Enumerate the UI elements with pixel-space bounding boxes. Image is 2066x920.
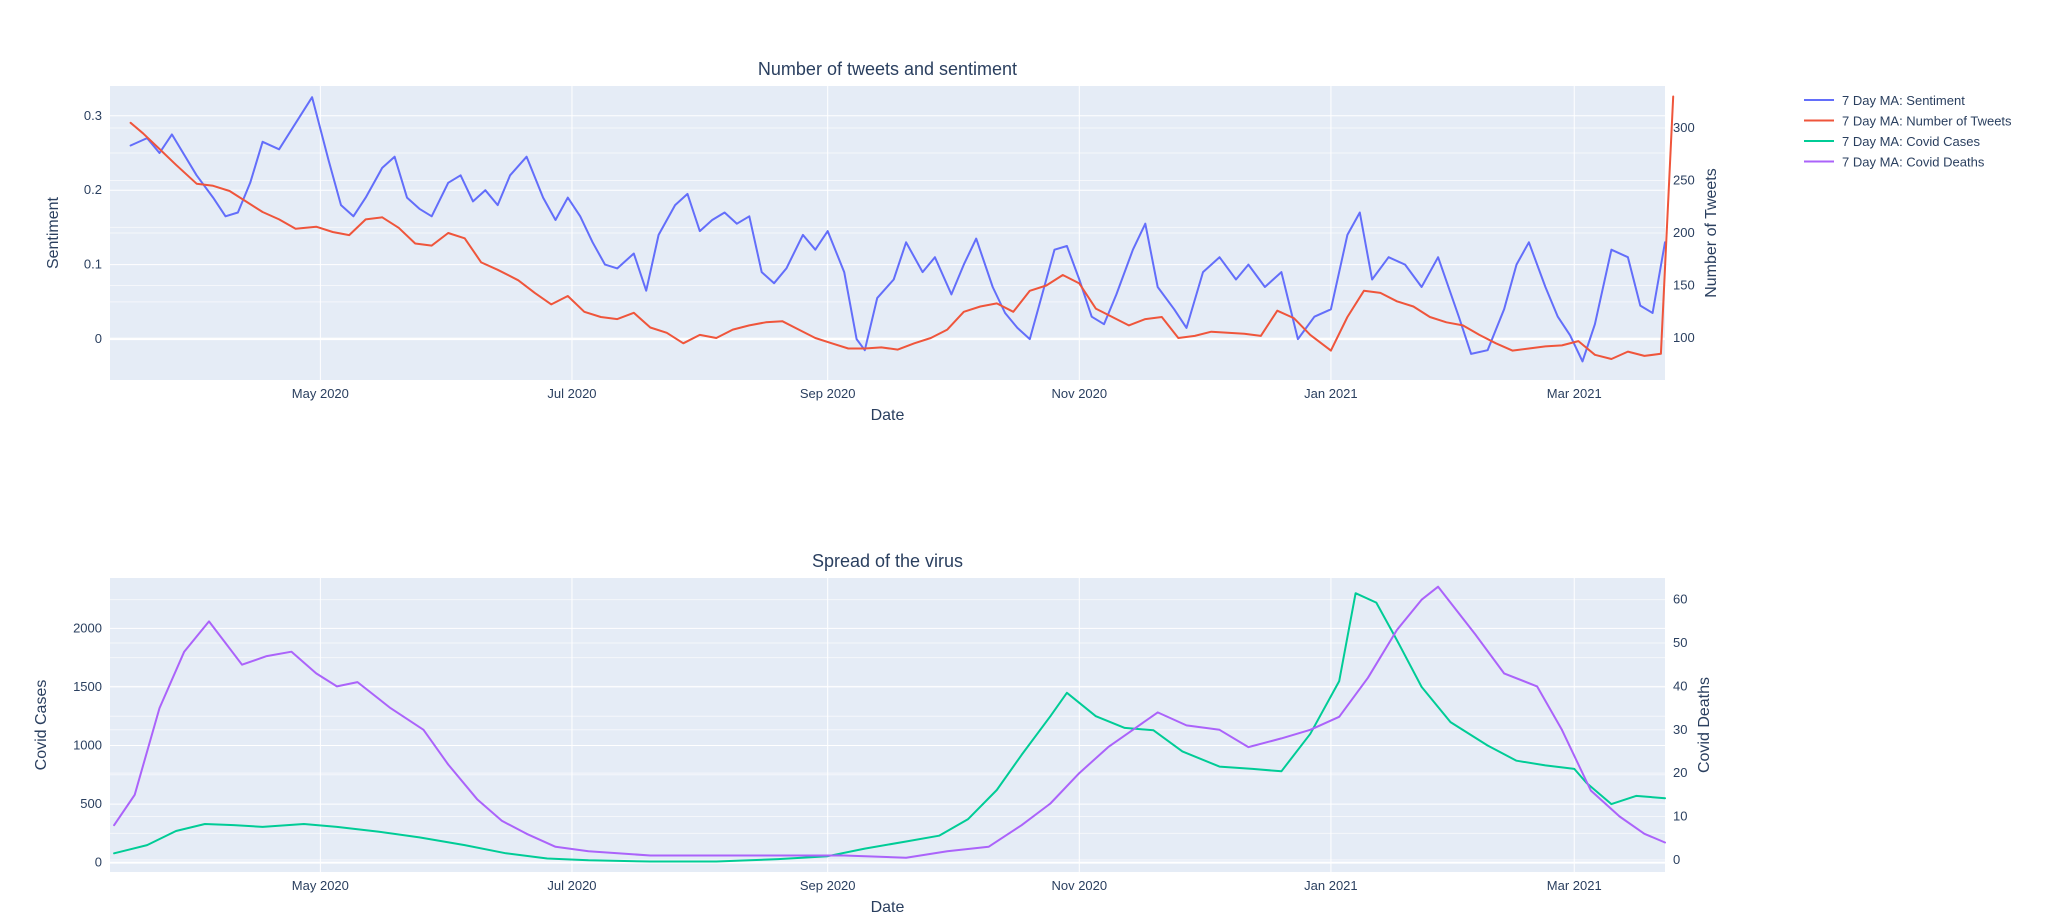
legend-item[interactable]: 7 Day MA: Covid Cases	[1804, 134, 1980, 149]
y2-tick-label: 150	[1673, 278, 1695, 293]
legend-label: 7 Day MA: Covid Deaths	[1842, 155, 1985, 170]
y2-axis-title: Covid Deaths	[1696, 677, 1713, 773]
x-tick-label: Jul 2020	[547, 386, 596, 401]
y-axis-title: Covid Cases	[33, 680, 50, 771]
x-tick-label: Mar 2021	[1547, 878, 1602, 893]
y2-tick-label: 100	[1673, 330, 1695, 345]
y-tick-label: 0	[95, 331, 102, 346]
x-tick-label: Nov 2020	[1051, 878, 1107, 893]
y2-tick-label: 30	[1673, 722, 1687, 737]
series-line-0-1[interactable]	[129, 95, 1675, 360]
legend-label: 7 Day MA: Covid Cases	[1842, 134, 1980, 149]
x-axis-title: Date	[871, 407, 905, 424]
chart-title: Spread of the virus	[812, 551, 963, 571]
y-tick-label: 1000	[73, 737, 102, 752]
legend[interactable]: 7 Day MA: Sentiment 7 Day MA: Number of T…	[1804, 93, 2012, 170]
chart-title: Number of tweets and sentiment	[758, 59, 1017, 79]
x-tick-label: Mar 2021	[1547, 386, 1602, 401]
series-line-0-0[interactable]	[129, 96, 1666, 363]
y-tick-label: 0.2	[84, 182, 102, 197]
series-line-1-1[interactable]	[113, 585, 1666, 859]
y2-tick-label: 50	[1673, 635, 1687, 650]
y-tick-label: 0.1	[84, 257, 102, 272]
legend-label: 7 Day MA: Sentiment	[1842, 93, 1965, 108]
x-tick-label: Sep 2020	[800, 386, 856, 401]
legend-item[interactable]: 7 Day MA: Covid Deaths	[1804, 155, 1985, 170]
x-tick-label: May 2020	[292, 386, 349, 401]
x-tick-label: Nov 2020	[1051, 386, 1107, 401]
y-axis-title: Sentiment	[45, 196, 62, 269]
y2-tick-label: 60	[1673, 592, 1687, 607]
y2-tick-label: 250	[1673, 173, 1695, 188]
y2-tick-label: 200	[1673, 225, 1695, 240]
y-tick-label: 500	[80, 796, 102, 811]
legend-item[interactable]: 7 Day MA: Number of Tweets	[1804, 114, 2012, 129]
y2-tick-label: 0	[1673, 852, 1680, 867]
virus-spread-chart: 0 500 1000 1500 2000 0 10 20 30 40 50 60 May 2020 Jul…	[33, 551, 1713, 916]
y2-tick-label: 10	[1673, 808, 1687, 823]
y-tick-label: 0	[95, 855, 102, 870]
y2-tick-label: 300	[1673, 120, 1695, 135]
y-tick-label: 1500	[73, 679, 102, 694]
tweets-sentiment-chart: 0 0.1 0.2 0.3 100 150 200 250 300 May 2020 Jul 202…	[45, 59, 1720, 424]
y2-tick-label: 40	[1673, 678, 1687, 693]
x-axis-title: Date	[871, 899, 905, 916]
y-tick-label: 0.3	[84, 108, 102, 123]
plot-area	[110, 578, 1665, 872]
legend-item[interactable]: 7 Day MA: Sentiment	[1804, 93, 1965, 108]
x-tick-label: Jul 2020	[547, 878, 596, 893]
y2-tick-label: 20	[1673, 765, 1687, 780]
legend-label: 7 Day MA: Number of Tweets	[1842, 114, 2012, 129]
x-tick-label: May 2020	[292, 878, 349, 893]
x-tick-label: Jan 2021	[1304, 386, 1358, 401]
y2-axis-title: Number of Tweets	[1703, 168, 1720, 298]
y-tick-label: 2000	[73, 620, 102, 635]
series-line-1-0[interactable]	[113, 592, 1666, 863]
x-tick-label: Sep 2020	[800, 878, 856, 893]
x-tick-label: Jan 2021	[1304, 878, 1358, 893]
